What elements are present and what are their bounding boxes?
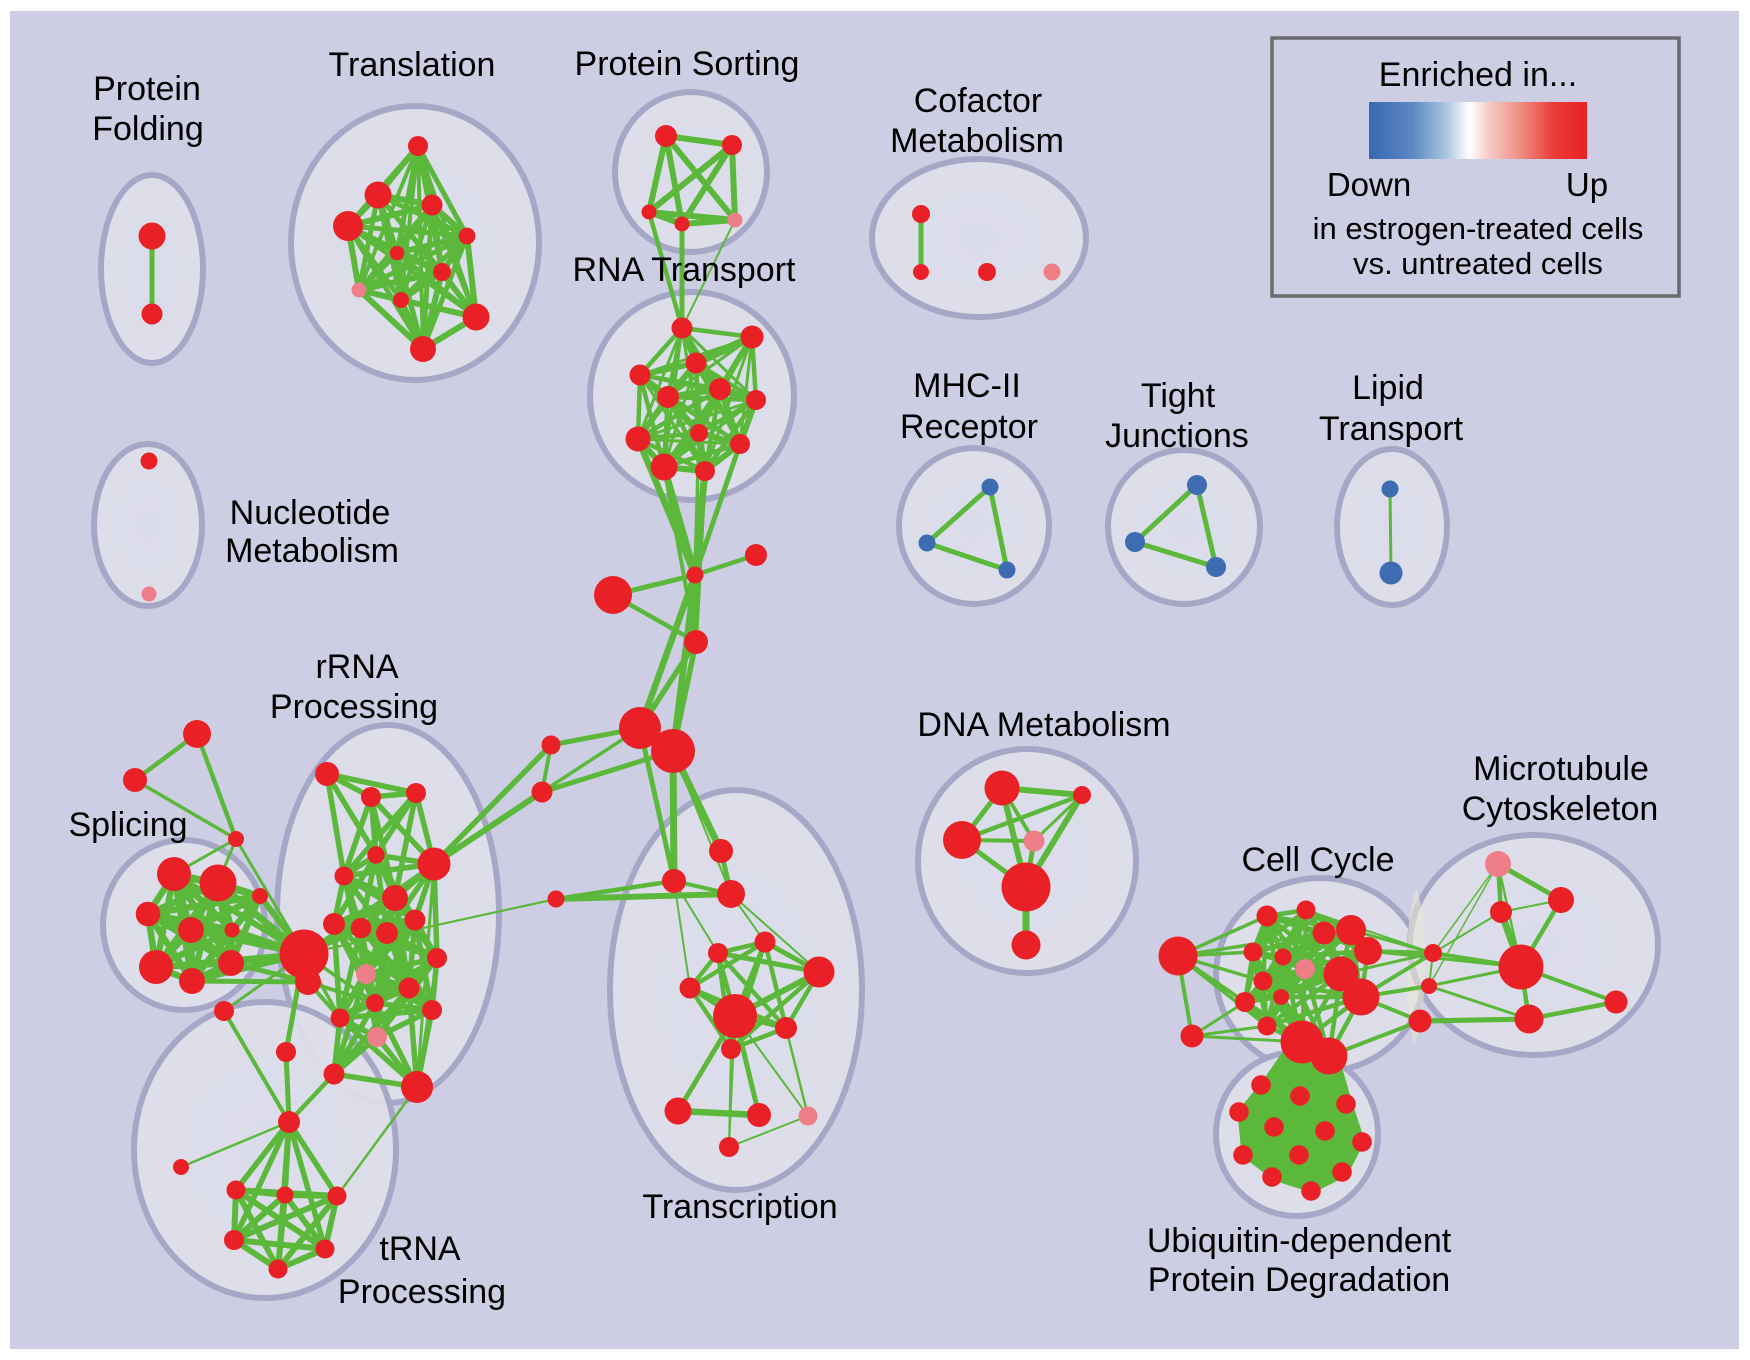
svg-text:Microtubule: Microtubule (1473, 750, 1649, 788)
svg-text:rRNA: rRNA (315, 648, 398, 686)
svg-text:Processing: Processing (270, 688, 438, 726)
svg-text:Translation: Translation (329, 46, 496, 84)
svg-text:tRNA: tRNA (379, 1230, 461, 1268)
svg-text:Cytoskeleton: Cytoskeleton (1462, 790, 1659, 828)
svg-text:Cofactor: Cofactor (914, 82, 1043, 120)
svg-text:Down: Down (1327, 166, 1411, 203)
svg-text:MHC-II: MHC-II (913, 367, 1021, 405)
svg-text:Folding: Folding (92, 110, 204, 148)
svg-text:DNA Metabolism: DNA Metabolism (917, 706, 1170, 744)
svg-text:Cell Cycle: Cell Cycle (1241, 841, 1394, 879)
svg-text:Protein Sorting: Protein Sorting (575, 45, 800, 83)
svg-text:Lipid: Lipid (1352, 369, 1424, 407)
svg-text:Splicing: Splicing (68, 806, 187, 844)
svg-text:Protein Degradation: Protein Degradation (1148, 1261, 1450, 1299)
svg-text:Transport: Transport (1319, 410, 1464, 448)
svg-text:Enriched in...: Enriched in... (1379, 56, 1577, 94)
svg-text:Metabolism: Metabolism (890, 122, 1064, 160)
svg-text:Processing: Processing (338, 1273, 506, 1311)
svg-text:Junctions: Junctions (1105, 417, 1249, 455)
svg-text:in estrogen-treated cells: in estrogen-treated cells (1313, 211, 1644, 246)
svg-text:RNA Transport: RNA Transport (573, 251, 797, 289)
svg-text:Tight: Tight (1141, 377, 1216, 415)
svg-text:Metabolism: Metabolism (225, 532, 399, 570)
svg-text:Nucleotide: Nucleotide (230, 494, 391, 532)
svg-text:Ubiquitin-dependent: Ubiquitin-dependent (1147, 1222, 1452, 1260)
svg-text:Receptor: Receptor (900, 408, 1038, 446)
svg-text:vs. untreated cells: vs. untreated cells (1353, 246, 1603, 281)
svg-text:Up: Up (1566, 166, 1608, 203)
svg-text:Transcription: Transcription (642, 1188, 837, 1226)
svg-text:Protein: Protein (93, 70, 201, 108)
